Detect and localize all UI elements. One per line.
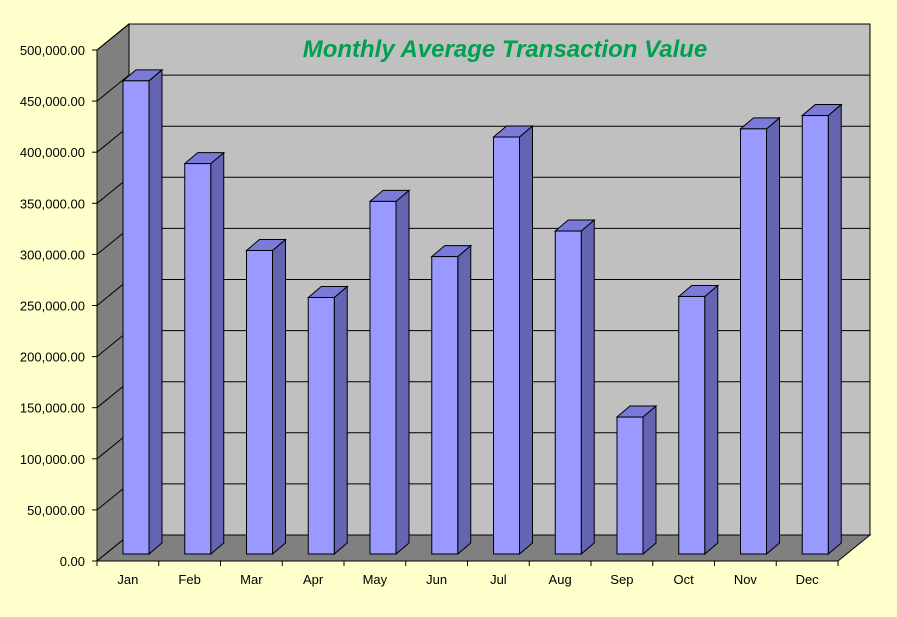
bars [121, 68, 843, 556]
axes [96, 50, 839, 566]
bar-jul [493, 136, 520, 555]
x-tick-label: Jul [490, 572, 507, 587]
bar-jun [431, 256, 459, 555]
bar-side [272, 238, 286, 556]
bar-aug [554, 230, 582, 555]
bar-feb [184, 163, 212, 555]
gridline-side [96, 23, 130, 51]
bar-side [766, 116, 780, 556]
bar-side [333, 285, 348, 556]
bar-oct [678, 295, 706, 555]
bar-side [210, 151, 225, 556]
bar-side [148, 68, 163, 556]
y-tick-label: 350,000.00 [20, 196, 85, 211]
bar-nov [740, 128, 767, 555]
x-tick-label: Apr [303, 572, 324, 587]
bar-side [580, 218, 595, 556]
y-tick-label: 200,000.00 [20, 350, 85, 365]
x-tick-label: Jan [117, 572, 138, 587]
y-tick-label: 100,000.00 [20, 452, 85, 467]
gridline-side [96, 74, 130, 102]
bar-side [395, 189, 410, 556]
bar-dec [801, 115, 829, 555]
x-tick-label: Nov [734, 572, 758, 587]
bar-apr [307, 296, 335, 555]
y-tick-labels: 0.00 50,000.00 100,000.00 150,000.00 200,000… [20, 43, 85, 569]
x-tick-label: Sep [610, 572, 633, 587]
y-tick-label: 250,000.00 [20, 299, 85, 314]
x-tick-labels: Jan Feb Mar Apr May Jun Jul Aug Sep Oct Nov Dec [117, 572, 819, 587]
bar-mar [246, 249, 273, 555]
x-tick-label: Feb [178, 572, 200, 587]
chart-title: Monthly Average Transaction Value [303, 36, 708, 63]
x-tick-label: Oct [674, 572, 695, 587]
y-tick-label: 150,000.00 [20, 401, 85, 416]
bar-side [519, 124, 533, 556]
y-tick-label: 50,000.00 [27, 503, 85, 518]
y-tick-label: 0.00 [60, 554, 85, 569]
bar-jan [122, 80, 150, 555]
y-tick-label: 500,000.00 [20, 43, 85, 58]
bar-side [827, 103, 842, 556]
bar-side [642, 404, 657, 556]
y-tick-label: 300,000.00 [20, 247, 85, 262]
bar-may [369, 200, 397, 555]
x-tick-label: Aug [549, 572, 572, 587]
x-tick-label: Dec [796, 572, 820, 587]
x-tick-label: Mar [240, 572, 263, 587]
bar-side [704, 284, 719, 556]
bar-sep [616, 416, 644, 555]
x-tick-label: May [363, 572, 388, 587]
y-tick-label: 450,000.00 [20, 94, 85, 109]
bar-side [457, 244, 472, 556]
y-tick-label: 400,000.00 [20, 145, 85, 160]
x-tick-label: Jun [426, 572, 447, 587]
